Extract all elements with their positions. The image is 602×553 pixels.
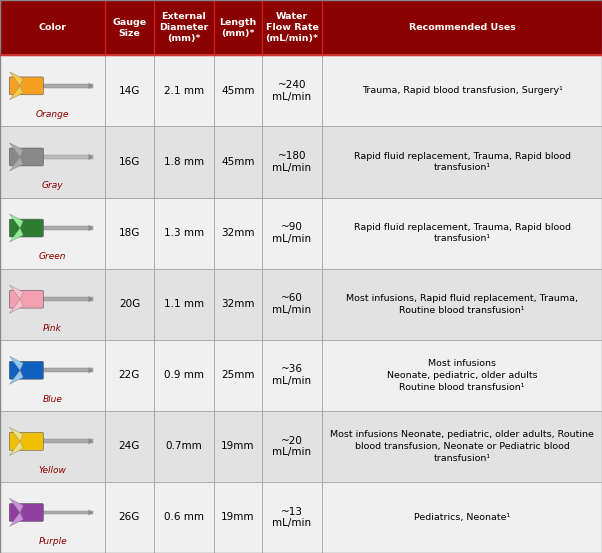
Text: Rapid fluid replacement, Trauma, Rapid blood
transfusion¹: Rapid fluid replacement, Trauma, Rapid b…: [353, 152, 571, 173]
Polygon shape: [10, 498, 23, 513]
Polygon shape: [88, 296, 93, 302]
Text: Orange: Orange: [36, 110, 69, 119]
Text: Recommended Uses: Recommended Uses: [409, 23, 515, 32]
Text: 45mm: 45mm: [221, 157, 255, 167]
FancyBboxPatch shape: [10, 219, 43, 237]
Polygon shape: [10, 371, 23, 384]
Polygon shape: [88, 438, 93, 445]
Text: Length
(mm)*: Length (mm)*: [219, 18, 256, 38]
Polygon shape: [10, 157, 23, 171]
Text: Purple: Purple: [39, 537, 67, 546]
Text: 22G: 22G: [119, 371, 140, 380]
Text: Trauma, Rapid blood transfusion, Surgery¹: Trauma, Rapid blood transfusion, Surgery…: [362, 86, 562, 95]
Text: ~13
mL/min: ~13 mL/min: [273, 507, 311, 528]
Polygon shape: [10, 86, 23, 100]
FancyBboxPatch shape: [10, 361, 43, 379]
Text: 26G: 26G: [119, 513, 140, 523]
Text: 45mm: 45mm: [221, 86, 255, 96]
Text: 2.1 mm: 2.1 mm: [164, 86, 203, 96]
Text: ~240
mL/min: ~240 mL/min: [273, 80, 311, 102]
Bar: [42, 368, 93, 372]
FancyBboxPatch shape: [10, 148, 43, 166]
Bar: [42, 440, 93, 444]
Text: Green: Green: [39, 253, 66, 262]
Text: 25mm: 25mm: [221, 371, 255, 380]
Polygon shape: [10, 356, 23, 371]
Text: 32mm: 32mm: [221, 299, 255, 309]
Text: 19mm: 19mm: [221, 441, 255, 451]
Text: Gauge
Size: Gauge Size: [113, 18, 146, 38]
Bar: [0, 197, 602, 269]
Text: 1.1 mm: 1.1 mm: [164, 299, 203, 309]
Text: Most infusions, Rapid fluid replacement, Trauma,
Routine blood transfusion¹: Most infusions, Rapid fluid replacement,…: [346, 294, 578, 315]
Bar: [0, 55, 602, 127]
Bar: [42, 155, 93, 159]
Text: Color: Color: [39, 23, 67, 32]
Polygon shape: [10, 285, 23, 299]
Polygon shape: [10, 228, 23, 242]
Text: External
Diameter
(mm)*: External Diameter (mm)*: [159, 12, 208, 43]
Text: 32mm: 32mm: [221, 228, 255, 238]
Text: Gray: Gray: [42, 181, 63, 190]
Polygon shape: [88, 225, 93, 231]
FancyBboxPatch shape: [10, 432, 43, 450]
Bar: [42, 84, 93, 88]
Text: ~36
mL/min: ~36 mL/min: [273, 364, 311, 386]
Text: 0.7mm: 0.7mm: [165, 441, 202, 451]
FancyBboxPatch shape: [10, 290, 43, 308]
Text: 16G: 16G: [119, 157, 140, 167]
Text: 1.8 mm: 1.8 mm: [164, 157, 203, 167]
Text: Pediatrics, Neonate¹: Pediatrics, Neonate¹: [414, 513, 510, 522]
Bar: [0, 269, 602, 340]
Bar: [42, 226, 93, 230]
Text: Most infusions Neonate, pediatric, older adults, Routine
blood transfusion, Neon: Most infusions Neonate, pediatric, older…: [330, 430, 594, 463]
Bar: [0, 482, 602, 553]
Polygon shape: [10, 441, 23, 456]
Polygon shape: [10, 299, 23, 313]
Polygon shape: [10, 513, 23, 526]
Text: 18G: 18G: [119, 228, 140, 238]
Text: ~60
mL/min: ~60 mL/min: [273, 293, 311, 315]
Polygon shape: [10, 427, 23, 441]
Bar: [42, 510, 93, 514]
Polygon shape: [10, 72, 23, 86]
Text: 0.9 mm: 0.9 mm: [164, 371, 203, 380]
FancyBboxPatch shape: [10, 77, 43, 95]
Polygon shape: [88, 154, 93, 160]
Text: Yellow: Yellow: [39, 466, 67, 475]
Text: 24G: 24G: [119, 441, 140, 451]
Bar: [0, 411, 602, 482]
Text: Rapid fluid replacement, Trauma, Rapid blood
transfusion¹: Rapid fluid replacement, Trauma, Rapid b…: [353, 223, 571, 243]
Text: Water
Flow Rate
(mL/min)*: Water Flow Rate (mL/min)*: [265, 12, 318, 43]
Text: 1.3 mm: 1.3 mm: [164, 228, 203, 238]
Bar: [0, 127, 602, 197]
Polygon shape: [10, 143, 23, 157]
Text: 20G: 20G: [119, 299, 140, 309]
Bar: [0, 0, 602, 55]
Text: 0.6 mm: 0.6 mm: [164, 513, 203, 523]
Text: 14G: 14G: [119, 86, 140, 96]
Bar: [0, 340, 602, 411]
Text: ~20
mL/min: ~20 mL/min: [273, 436, 311, 457]
Polygon shape: [88, 83, 93, 89]
Text: 19mm: 19mm: [221, 513, 255, 523]
Text: ~180
mL/min: ~180 mL/min: [273, 151, 311, 173]
Text: Pink: Pink: [43, 324, 62, 332]
Text: Blue: Blue: [43, 395, 63, 404]
Text: ~90
mL/min: ~90 mL/min: [273, 222, 311, 244]
Polygon shape: [88, 367, 93, 373]
Polygon shape: [88, 509, 93, 515]
Polygon shape: [10, 214, 23, 228]
FancyBboxPatch shape: [10, 504, 43, 521]
Text: Most infusions
Neonate, pediatric, older adults
Routine blood transfusion¹: Most infusions Neonate, pediatric, older…: [386, 359, 538, 392]
Bar: [42, 297, 93, 301]
